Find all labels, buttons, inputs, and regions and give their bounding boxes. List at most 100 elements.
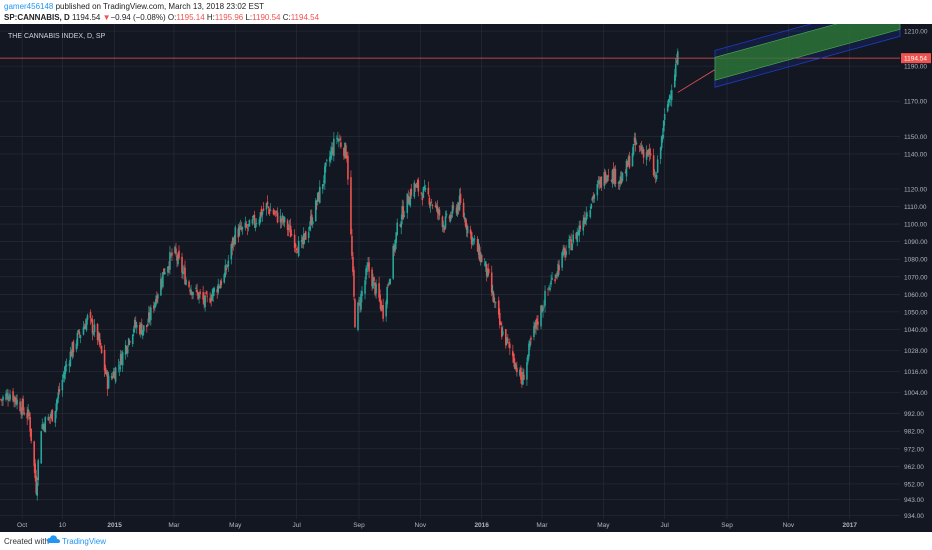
price-chart[interactable]: 1210.00 1190.00 1170.00 1150.00 1140.00 1120.… (0, 24, 932, 532)
candle-body (232, 238, 235, 246)
candle-body (549, 287, 551, 291)
candle-body (375, 283, 377, 294)
candle-body (358, 300, 360, 302)
candle-body (97, 333, 100, 340)
candle-body (171, 252, 173, 256)
candle-body (210, 300, 212, 301)
candle-body (170, 254, 172, 256)
candle-body (178, 250, 180, 259)
candle-body (177, 254, 179, 265)
candle-body (582, 220, 585, 231)
candle-body (118, 367, 121, 370)
candle-body (141, 330, 144, 337)
candle-body (500, 327, 503, 337)
tradingview-link[interactable]: TradingView (62, 537, 107, 546)
candle-body (160, 278, 162, 296)
time-tick-label: Sep (721, 522, 733, 529)
candle-body (120, 355, 123, 365)
candle-body (611, 170, 614, 184)
candle-body (670, 90, 673, 101)
candle-body (618, 180, 621, 184)
candle-body (57, 392, 60, 399)
candle-body (309, 216, 312, 225)
candle-body (44, 417, 47, 433)
candle-body (572, 234, 574, 243)
candle-body (392, 245, 394, 279)
candle-body (469, 229, 472, 234)
chart-header: gamer456148 published on TradingView.com… (0, 0, 932, 24)
candle-body (485, 264, 488, 276)
candle-body (360, 293, 362, 310)
candle-body (304, 231, 307, 240)
drawings (0, 24, 901, 93)
candle-body (483, 263, 486, 265)
candle-body (315, 203, 318, 205)
price-tick-label: 972.00 (904, 446, 924, 453)
candle-body (413, 182, 416, 197)
candle-body (515, 364, 517, 368)
symbol-label: SP:CANNABIS, D (4, 13, 70, 22)
candle-body (71, 342, 74, 357)
candle-body (365, 268, 367, 280)
candle-body (211, 293, 213, 301)
candle-body (450, 215, 453, 217)
candle-body (154, 302, 156, 308)
candle-body (157, 294, 159, 299)
candle-body (326, 159, 328, 161)
candle-body (661, 134, 664, 140)
candle-body (382, 305, 384, 319)
candle-body (133, 320, 136, 328)
candle-body (512, 351, 514, 357)
candle-body (423, 186, 426, 189)
candle-body (149, 313, 151, 320)
candle-body (347, 155, 349, 180)
candle-body (519, 369, 521, 376)
candle-body (213, 287, 215, 292)
candle-body (183, 269, 185, 271)
candle-body (528, 343, 530, 357)
candle-body (484, 261, 487, 267)
candle-body (30, 428, 32, 441)
candle-body (224, 265, 227, 278)
candle-body (272, 209, 275, 215)
candle-body (330, 151, 332, 159)
candle-body (357, 302, 359, 330)
candle-body (556, 272, 558, 274)
candle-body (438, 209, 441, 216)
candle-body (92, 332, 95, 335)
candle-body (168, 266, 170, 269)
candle-body (13, 396, 15, 402)
time-tick-label: Mar (536, 522, 548, 529)
candle-body (218, 286, 221, 288)
candle-body (93, 324, 96, 333)
candle-body (295, 248, 298, 251)
candle-body (76, 332, 79, 346)
candle-body (139, 323, 142, 333)
candle-body (561, 252, 563, 268)
candle-body (234, 227, 237, 244)
candle-body (380, 301, 382, 311)
candle-body (493, 301, 496, 303)
candle-body (16, 399, 18, 405)
price-axis[interactable] (900, 24, 932, 532)
candle-body (77, 330, 80, 333)
candle-body (564, 249, 566, 258)
candle-body (225, 268, 228, 271)
candle-body (480, 255, 483, 263)
candle-body (163, 268, 165, 275)
candle-body (267, 206, 270, 209)
candle-body (325, 162, 327, 167)
candle-body (217, 284, 220, 293)
price-tick-label: 1028.00 (904, 348, 928, 355)
candle-body (125, 346, 128, 352)
candle-body (22, 398, 24, 411)
candle-body (604, 171, 607, 183)
candle-body (156, 295, 158, 302)
candle-body (212, 288, 214, 297)
candle-body (62, 375, 65, 377)
time-axis[interactable] (0, 519, 900, 532)
candle-body (521, 377, 523, 385)
time-tick-label: May (597, 522, 610, 529)
candle-body (202, 292, 204, 300)
author-link[interactable]: gamer456148 (4, 2, 54, 11)
